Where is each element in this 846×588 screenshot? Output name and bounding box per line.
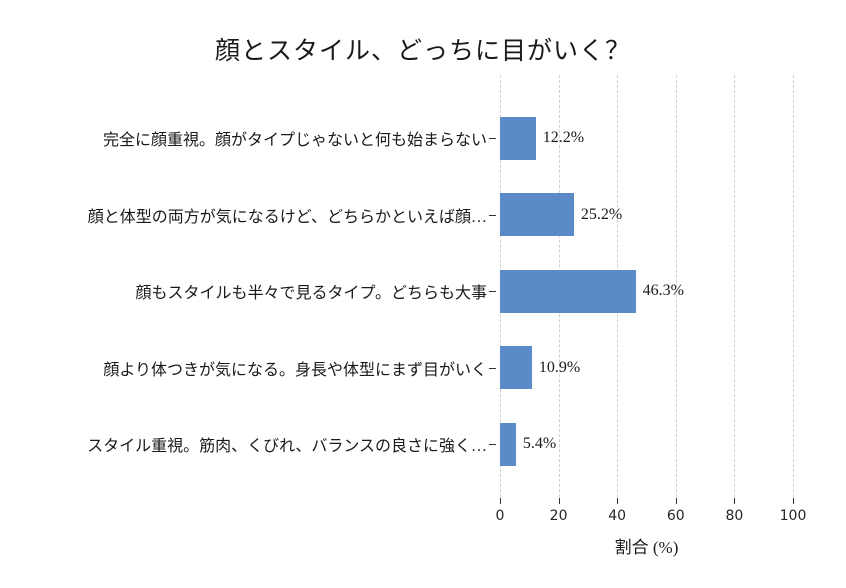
- plot-area: 割合 (%) 0 20 40 60 80 100 12.2% 25.2% 46.3% 10.9% 5…: [489, 75, 806, 557]
- x-tick-mark: [734, 498, 736, 504]
- x-axis-label: 割合 (%): [614, 538, 679, 557]
- x-tick-mark: [675, 498, 677, 504]
- category-label: 完全に顔重視。顔がタイプじゃないと何も始まらない: [102, 132, 487, 149]
- gridline: [793, 75, 794, 497]
- x-tick-mark: [793, 498, 794, 504]
- value-label: 5.4%: [522, 435, 557, 452]
- value-label: 12.2%: [542, 129, 585, 146]
- bar: [500, 269, 636, 313]
- x-tick-mark: [617, 498, 619, 504]
- bar: [500, 422, 516, 466]
- chart-title: 顔とスタイル、どっちに目がいく？: [214, 38, 631, 65]
- y-tick-mark: [489, 138, 496, 139]
- y-tick-mark: [489, 367, 496, 369]
- x-tick-label: 0: [495, 508, 505, 524]
- category-label: スタイル重視。筋肉、くびれ、バランスの良さに強く…: [87, 438, 487, 455]
- x-tick-mark: [558, 498, 560, 504]
- y-tick-mark: [489, 291, 496, 292]
- y-tick-mark: [489, 214, 496, 216]
- bar: [500, 116, 536, 160]
- value-label: 25.2%: [580, 205, 623, 223]
- category-label: 顔より体つきが気になる。身長や体型にまず目がいく: [103, 361, 487, 379]
- y-tick-mark: [489, 444, 496, 445]
- value-label: 46.3%: [642, 282, 684, 299]
- category-label: 顔もスタイルも半々で見るタイプ。どちらも大事: [135, 285, 487, 302]
- x-tick-label: 20: [549, 508, 568, 524]
- gridline: [675, 75, 677, 497]
- value-label: 10.9%: [538, 358, 581, 376]
- bar: [500, 193, 574, 236]
- x-tick-label: 80: [725, 508, 744, 524]
- x-tick-mark: [500, 498, 501, 504]
- x-tick-label: 40: [608, 508, 627, 524]
- x-tick-label: 60: [666, 508, 685, 524]
- x-tick-label: 100: [779, 508, 807, 524]
- gridline: [734, 75, 736, 497]
- bar: [500, 346, 532, 389]
- category-label: 顔と体型の両方が気になるけど、どちらかといえば顔…: [87, 208, 487, 226]
